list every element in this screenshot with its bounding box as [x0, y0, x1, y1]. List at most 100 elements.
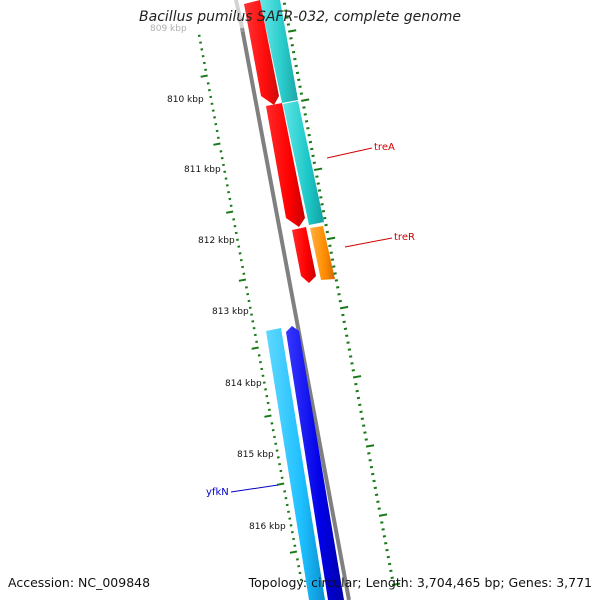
ruler-tick-left-16: [213, 142, 221, 146]
ruler-tick-right-80: [386, 555, 390, 559]
ruler-tick-right-19: [307, 133, 311, 137]
ruler-tick-right-25: [315, 175, 319, 178]
ruler-tick-right-76: [381, 528, 385, 531]
gene-lightblue-yfkN[interactable]: [266, 328, 325, 600]
gene-red-3[interactable]: [292, 227, 316, 283]
ruler-tick-right-53: [351, 369, 355, 372]
ruler-label-812: 812 kbp: [198, 236, 235, 246]
ruler-tick-right-39: [333, 272, 337, 275]
gene-cyan-1[interactable]: [260, 0, 298, 103]
map-title: Bacillus pumilus SAFR-032, complete geno…: [139, 9, 461, 25]
ruler-tick-right-75: [380, 521, 384, 524]
ruler-tick-right-6: [290, 43, 294, 47]
ruler-tick-right-1: [284, 9, 288, 12]
gene-red-1[interactable]: [244, 0, 279, 105]
ruler-tick-right-37: [330, 258, 335, 261]
ruler-tick-left-6: [200, 74, 208, 78]
ruler-tick-right-77: [382, 535, 387, 538]
ruler-label-816: 816 kbp: [249, 522, 286, 532]
treR-leader-line: [344, 237, 393, 248]
ruler-tick-right-22: [311, 154, 315, 158]
ruler-tick-right-23: [312, 161, 317, 165]
ruler-tick-right-43: [338, 299, 342, 303]
ruler-label-809: 809 kbp: [150, 24, 187, 34]
ruler-tick-right-52: [350, 362, 354, 365]
ruler-tick-right-70: [373, 486, 378, 490]
ruler-tick-right-20: [308, 140, 313, 144]
ruler-tick-right-2: [285, 16, 289, 19]
ruler-tick-right-7: [291, 50, 296, 54]
ruler-tick-right-12: [298, 85, 302, 88]
ruler-tick-right-16: [303, 113, 307, 116]
ruler-tick-right-54: [352, 375, 362, 379]
ruler-tick-right-28: [319, 196, 323, 199]
ruler-tick-left-66: [276, 482, 285, 486]
ruler-tick-right-47: [343, 327, 348, 331]
ruler-tick-right-31: [323, 216, 327, 220]
ruler-label-811: 811 kbp: [184, 165, 221, 175]
ruler-tick-right-71: [374, 493, 379, 497]
gene-orange-treR[interactable]: [310, 226, 335, 280]
accession-text: Accession: NC_009848: [8, 575, 151, 590]
ruler-tick-right-18: [306, 126, 310, 130]
ruler-tick-right-13: [299, 92, 304, 95]
ruler-tick-right-32: [324, 223, 328, 227]
ruler-label-814: 814 kbp: [225, 379, 262, 389]
ruler-tick-right-69: [372, 479, 376, 483]
ruler-tick-right-9: [294, 64, 298, 68]
ruler-tick-right-27: [317, 189, 322, 192]
ruler-tick-right-66: [368, 458, 372, 462]
ruler-tick-right-10: [295, 71, 300, 75]
gene-label-treA[interactable]: treA: [374, 142, 395, 153]
ruler-tick-right-64: [365, 444, 375, 448]
ruler-tick-right-73: [377, 507, 381, 510]
ruler-tick-right-58: [358, 403, 362, 407]
ruler-tick-right-65: [367, 452, 371, 455]
ruler-tick-right-50: [347, 348, 352, 351]
gene-label-treR[interactable]: treR: [394, 232, 415, 243]
ruler-tick-right-5: [289, 37, 293, 40]
genome-backbone: [240, 27, 351, 600]
ruler-tick-right-60: [360, 417, 365, 420]
ruler-tick-left-46: [251, 346, 259, 350]
ruler-tick-right-40: [334, 279, 339, 282]
ruler-tick-right-46: [342, 320, 346, 324]
ruler-tick-right-68: [371, 472, 375, 476]
ruler-tick-right-11: [297, 78, 301, 82]
ruler-tick-right-29: [320, 203, 324, 206]
ruler-tick-right-14: [300, 98, 310, 102]
ruler-tick-right-33: [325, 230, 329, 234]
ruler-tick-right-51: [349, 355, 353, 358]
ruler-tick-left-76: [289, 550, 298, 554]
ruler-tick-right-48: [345, 334, 349, 337]
ruler-tick-right-42: [337, 292, 341, 296]
ruler-tick-right-56: [355, 389, 359, 393]
ruler-tick-right-38: [332, 265, 336, 268]
gene-red-treA[interactable]: [266, 103, 305, 227]
ruler-tick-right-61: [361, 424, 366, 427]
gene-cyan-treA[interactable]: [283, 101, 324, 225]
ruler-tick-right-35: [328, 244, 332, 248]
genome-backbone-top: [234, 0, 245, 33]
ruler-ticks: [197, 2, 401, 586]
ruler-tick-right-74: [378, 513, 388, 517]
ruler-label-813: 813 kbp: [212, 307, 249, 317]
gene-label-yfkN[interactable]: yfkN: [206, 487, 229, 498]
ruler-tick-right-4: [288, 29, 297, 33]
ruler-tick-right-79: [385, 548, 389, 552]
ruler-tick-right-49: [346, 341, 350, 344]
ruler-tick-right-8: [293, 57, 297, 61]
yfkN-leader-line: [230, 484, 279, 493]
ruler-label-810: 810 kbp: [167, 95, 204, 105]
ruler-tick-right-15: [302, 106, 306, 109]
ruler-tick-right-44: [339, 305, 349, 310]
ruler-label-815: 815 kbp: [237, 450, 274, 460]
ruler-tick-right-34: [326, 236, 336, 241]
gene-darkblue[interactable]: [286, 326, 344, 600]
ruler-tick-right-36: [329, 251, 333, 254]
ruler-tick-right-82: [389, 569, 393, 573]
ruler-tick-right-21: [310, 147, 314, 151]
ruler-tick-right-17: [304, 120, 309, 123]
ruler-tick-right-83: [390, 576, 394, 580]
